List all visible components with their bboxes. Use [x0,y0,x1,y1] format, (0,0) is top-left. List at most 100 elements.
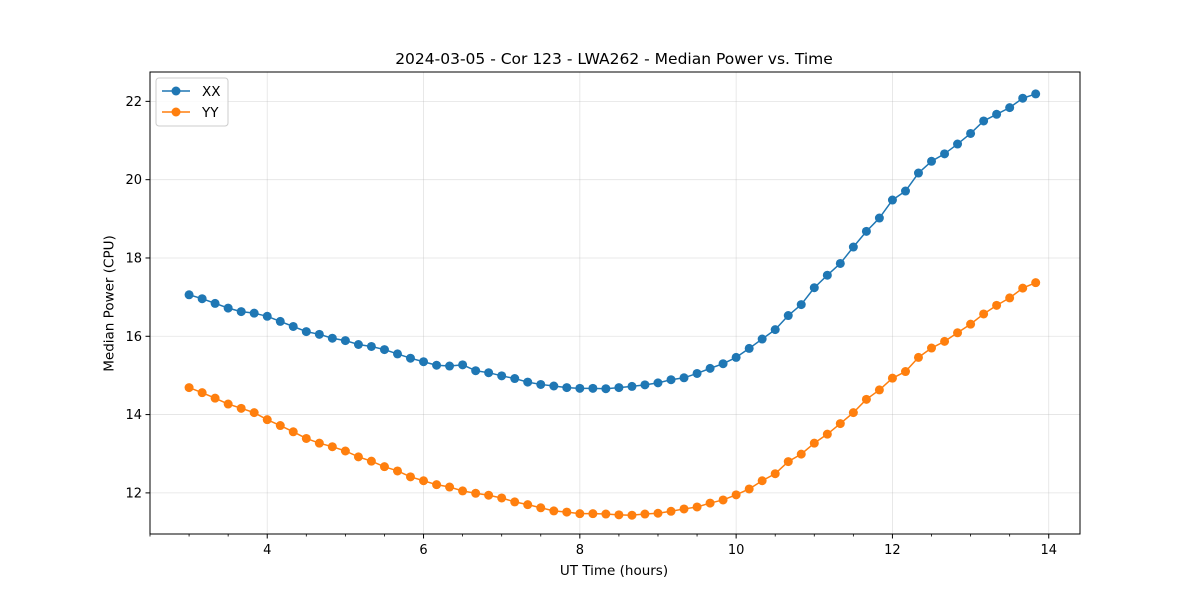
data-point-xx [223,303,233,313]
data-point-xx [366,341,376,351]
data-point-xx [627,381,637,391]
y-tick-label: 22 [125,95,142,110]
data-point-xx [966,128,976,138]
y-tick-label: 12 [125,486,142,501]
data-point-yy [471,488,481,498]
x-tick-label: 10 [728,543,745,558]
data-point-xx [288,321,298,331]
data-point-xx [262,311,272,321]
data-point-yy [588,509,598,519]
data-point-yy [353,452,363,462]
data-point-yy [601,509,611,519]
data-point-yy [861,394,871,404]
data-point-yy [1005,293,1015,303]
y-tick-label: 20 [125,173,142,188]
data-point-xx [835,258,845,268]
data-point-xx [796,300,806,310]
data-point-xx [705,363,715,373]
data-point-yy [796,449,806,459]
data-point-xx [340,336,350,346]
data-point-yy [197,388,207,398]
data-point-yy [627,510,637,520]
legend-entry-yy: YY [162,105,219,121]
legend-marker-yy [171,107,181,117]
data-point-xx [314,329,324,339]
data-point-xx [562,383,572,393]
data-point-xx [458,360,468,370]
x-axis-label: UT Time (hours) [560,563,668,579]
data-point-xx [913,168,923,178]
data-point-xx [1018,93,1028,103]
data-point-yy [744,484,754,494]
data-point-yy [835,419,845,429]
data-point-yy [249,408,259,418]
y-tick-label: 16 [125,330,142,345]
data-point-xx [666,375,676,385]
data-point-yy [575,509,585,519]
data-point-xx [249,308,259,318]
data-point-xx [1005,103,1015,113]
data-point-yy [314,438,324,448]
data-point-xx [419,357,429,367]
legend-marker-xx [171,86,181,96]
data-point-xx [197,294,207,304]
data-point-yy [484,490,494,500]
data-point-yy [366,456,376,466]
data-point-yy [327,442,337,452]
data-point-yy [927,343,937,353]
data-point-yy [393,466,403,476]
legend-label-xx: XX [202,84,221,100]
data-point-xx [523,377,533,387]
data-point-xx [770,325,780,335]
data-point-xx [210,298,220,308]
data-point-yy [731,490,741,500]
data-point-yy [419,476,429,486]
data-point-yy [184,383,194,393]
data-point-xx [757,334,767,344]
data-point-yy [432,480,442,490]
data-point-xx [275,316,285,326]
axes-frame [149,71,1081,535]
data-point-yy [705,498,715,508]
data-point-yy [288,427,298,437]
data-point-yy [536,503,546,513]
data-point-xx [744,343,754,353]
data-point-xx [809,283,819,293]
data-point-xx [236,307,246,317]
data-point-yy [379,462,389,472]
data-point-xx [992,109,1002,119]
data-point-xx [887,195,897,205]
x-tick-label: 4 [263,543,271,558]
data-point-yy [210,393,220,403]
data-point-yy [783,457,793,467]
data-point-yy [822,429,832,439]
data-point-yy [913,352,923,362]
data-point-xx [653,378,663,388]
data-point-xx [979,116,989,126]
x-tick-label: 14 [1040,543,1057,558]
data-point-yy [940,336,950,346]
data-point-xx [692,368,702,378]
data-point-xx [900,186,910,196]
data-point-xx [393,349,403,359]
legend-entry-xx: XX [162,84,221,100]
data-point-xx [353,340,363,349]
data-point-xx [940,149,950,159]
data-point-xx [640,380,650,390]
data-point-yy [614,510,624,520]
data-point-xx [822,270,832,280]
data-point-yy [666,506,676,516]
data-point-yy [301,433,311,443]
data-point-xx [432,360,442,370]
data-point-yy [275,421,285,431]
data-point-yy [510,497,520,507]
x-tick-label: 12 [884,543,901,558]
data-point-xx [184,290,194,300]
data-point-yy [874,385,884,395]
data-point-yy [562,507,572,517]
data-point-yy [848,408,858,418]
data-point-xx [718,359,728,369]
data-point-xx [510,374,520,384]
data-point-xx [301,327,311,337]
